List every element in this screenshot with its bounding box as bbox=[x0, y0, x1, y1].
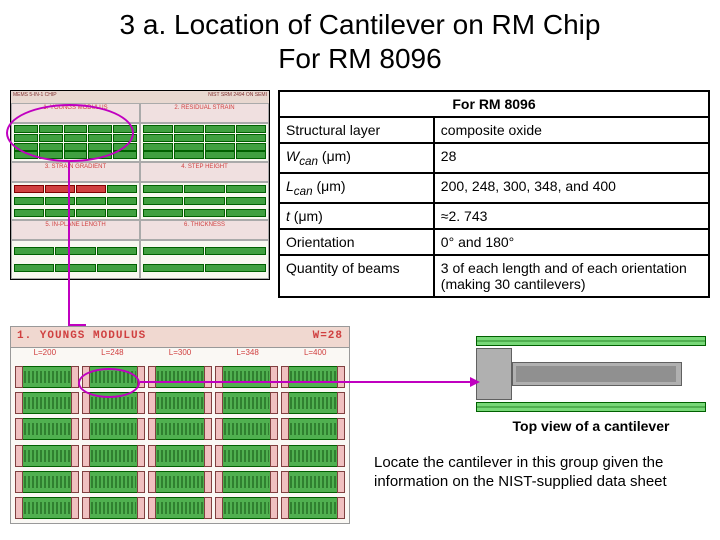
section-body-6 bbox=[140, 240, 269, 279]
detail-header-left: 1. YOUNGS MODULUS bbox=[17, 330, 146, 342]
table-val-4: 0° and 180° bbox=[434, 229, 709, 255]
detail-cell bbox=[215, 471, 279, 493]
table-key-2: Lcan (μm) bbox=[279, 173, 434, 203]
table-val-1: 28 bbox=[434, 143, 709, 173]
detail-cell bbox=[215, 497, 279, 519]
section-body-1 bbox=[11, 123, 140, 162]
arrow-1 bbox=[68, 160, 70, 326]
section-body-3 bbox=[11, 182, 140, 221]
detail-cell bbox=[15, 392, 79, 414]
title-line-1: 3 a. Location of Cantilever on RM Chip bbox=[120, 9, 601, 40]
detail-col-labels: L=200L=248L=300L=348L=400 bbox=[11, 348, 349, 362]
detail-cell bbox=[281, 418, 345, 440]
detail-cell bbox=[215, 445, 279, 467]
detail-cell bbox=[82, 497, 146, 519]
arrow-1b bbox=[68, 324, 86, 326]
table-val-2: 200, 248, 300, 348, and 400 bbox=[434, 173, 709, 203]
detail-cell bbox=[281, 445, 345, 467]
instruction-text: Locate the cantilever in this group give… bbox=[374, 454, 704, 492]
detail-cell bbox=[15, 366, 79, 388]
section-header-4: 4. STEP HEIGHT bbox=[140, 162, 269, 182]
table-key-4: Orientation bbox=[279, 229, 434, 255]
cantilever-caption: Top view of a cantilever bbox=[476, 418, 706, 434]
table-key-1: Wcan (μm) bbox=[279, 143, 434, 173]
chip-banner-right: NIST SRM 2494 ON SEMI bbox=[140, 91, 269, 103]
detail-cell bbox=[148, 418, 212, 440]
table-val-3: ≈2. 743 bbox=[434, 203, 709, 229]
table-key-5: Quantity of beams bbox=[279, 255, 434, 297]
section-header-1: 1. YOUNGS MODULUS bbox=[11, 103, 140, 123]
section-header-6: 6. THICKNESS bbox=[140, 220, 269, 240]
arrow-2 bbox=[140, 376, 480, 396]
detail-cell bbox=[148, 471, 212, 493]
detail-cell bbox=[281, 471, 345, 493]
section-body-2 bbox=[140, 123, 269, 162]
detail-cell bbox=[215, 418, 279, 440]
detail-cell bbox=[15, 445, 79, 467]
chip-overview: MEMS 5-IN-1 CHIP NIST SRM 2494 ON SEMI 1… bbox=[10, 90, 270, 280]
cantilever-diagram bbox=[476, 336, 706, 412]
table-key-3: t (μm) bbox=[279, 203, 434, 229]
detail-cell bbox=[281, 497, 345, 519]
detail-cell bbox=[148, 497, 212, 519]
detail-row bbox=[15, 418, 345, 440]
section-header-3: 3. STRAIN GRADIENT bbox=[11, 162, 140, 182]
detail-cell bbox=[15, 471, 79, 493]
detail-row bbox=[15, 445, 345, 467]
detail-header-right: W=28 bbox=[313, 330, 343, 342]
section-body-4 bbox=[140, 182, 269, 221]
table-val-0: composite oxide bbox=[434, 117, 709, 143]
detail-cell bbox=[82, 418, 146, 440]
chip-banner-left: MEMS 5-IN-1 CHIP bbox=[11, 91, 140, 103]
detail-cell bbox=[148, 445, 212, 467]
title-line-2: For RM 8096 bbox=[278, 43, 441, 74]
section-body-5 bbox=[11, 240, 140, 279]
detail-cell bbox=[82, 445, 146, 467]
slide-title: 3 a. Location of Cantilever on RM Chip F… bbox=[0, 0, 720, 79]
section-header-2: 2. RESIDUAL STRAIN bbox=[140, 103, 269, 123]
table-header: For RM 8096 bbox=[279, 91, 709, 117]
detail-grid: 1. YOUNGS MODULUS W=28 L=200L=248L=300L=… bbox=[10, 326, 350, 526]
table-val-5: 3 of each length and of each orientation… bbox=[434, 255, 709, 297]
highlight-oval-detail bbox=[78, 368, 140, 398]
spec-table: For RM 8096 Structural layercomposite ox… bbox=[278, 90, 710, 298]
detail-cell bbox=[15, 497, 79, 519]
detail-row bbox=[15, 471, 345, 493]
section-header-5: 5. IN-PLANE LENGTH bbox=[11, 220, 140, 240]
detail-row bbox=[15, 497, 345, 519]
detail-cell bbox=[82, 471, 146, 493]
detail-cell bbox=[15, 418, 79, 440]
table-key-0: Structural layer bbox=[279, 117, 434, 143]
